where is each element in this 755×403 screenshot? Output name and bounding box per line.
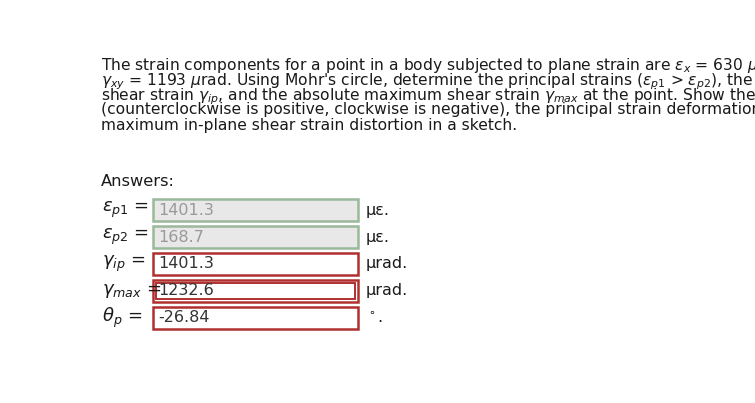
FancyBboxPatch shape (153, 199, 358, 221)
Text: μrad.: μrad. (365, 283, 408, 298)
Text: $\varepsilon_{p1}$ =: $\varepsilon_{p1}$ = (102, 200, 149, 220)
FancyBboxPatch shape (153, 253, 358, 275)
FancyBboxPatch shape (156, 283, 355, 299)
Text: με.: με. (365, 203, 390, 218)
Text: 1401.3: 1401.3 (159, 256, 214, 272)
Text: (counterclockwise is positive, clockwise is negative), the principal strain defo: (counterclockwise is positive, clockwise… (100, 102, 755, 117)
Text: -26.84: -26.84 (159, 310, 210, 325)
Text: The strain components for a point in a body subjected to plane strain are $\vare: The strain components for a point in a b… (100, 56, 755, 77)
Text: 1401.3: 1401.3 (159, 203, 214, 218)
FancyBboxPatch shape (153, 307, 358, 328)
Text: $\gamma_{xy}$ = 1193 $\mu$rad. Using Mohr's circle, determine the principal stra: $\gamma_{xy}$ = 1193 $\mu$rad. Using Moh… (100, 71, 755, 92)
Text: $\theta_{p}$ =: $\theta_{p}$ = (102, 306, 143, 330)
Text: $^\circ$.: $^\circ$. (365, 310, 383, 326)
Text: $\varepsilon_{p2}$ =: $\varepsilon_{p2}$ = (102, 227, 149, 247)
Text: $\gamma_{ip}$ =: $\gamma_{ip}$ = (102, 254, 146, 274)
FancyBboxPatch shape (153, 226, 358, 248)
Text: με.: με. (365, 230, 390, 245)
Text: Answers:: Answers: (100, 174, 174, 189)
Text: $\gamma_{max}$ =: $\gamma_{max}$ = (102, 282, 162, 300)
Text: maximum in-plane shear strain distortion in a sketch.: maximum in-plane shear strain distortion… (100, 118, 516, 133)
Text: μrad.: μrad. (365, 256, 408, 272)
Text: shear strain $\gamma_{ip}$, and the absolute maximum shear strain $\gamma_{max}$: shear strain $\gamma_{ip}$, and the abso… (100, 87, 755, 108)
Text: 168.7: 168.7 (159, 230, 205, 245)
Text: 1232.6: 1232.6 (159, 283, 214, 298)
FancyBboxPatch shape (153, 280, 358, 302)
